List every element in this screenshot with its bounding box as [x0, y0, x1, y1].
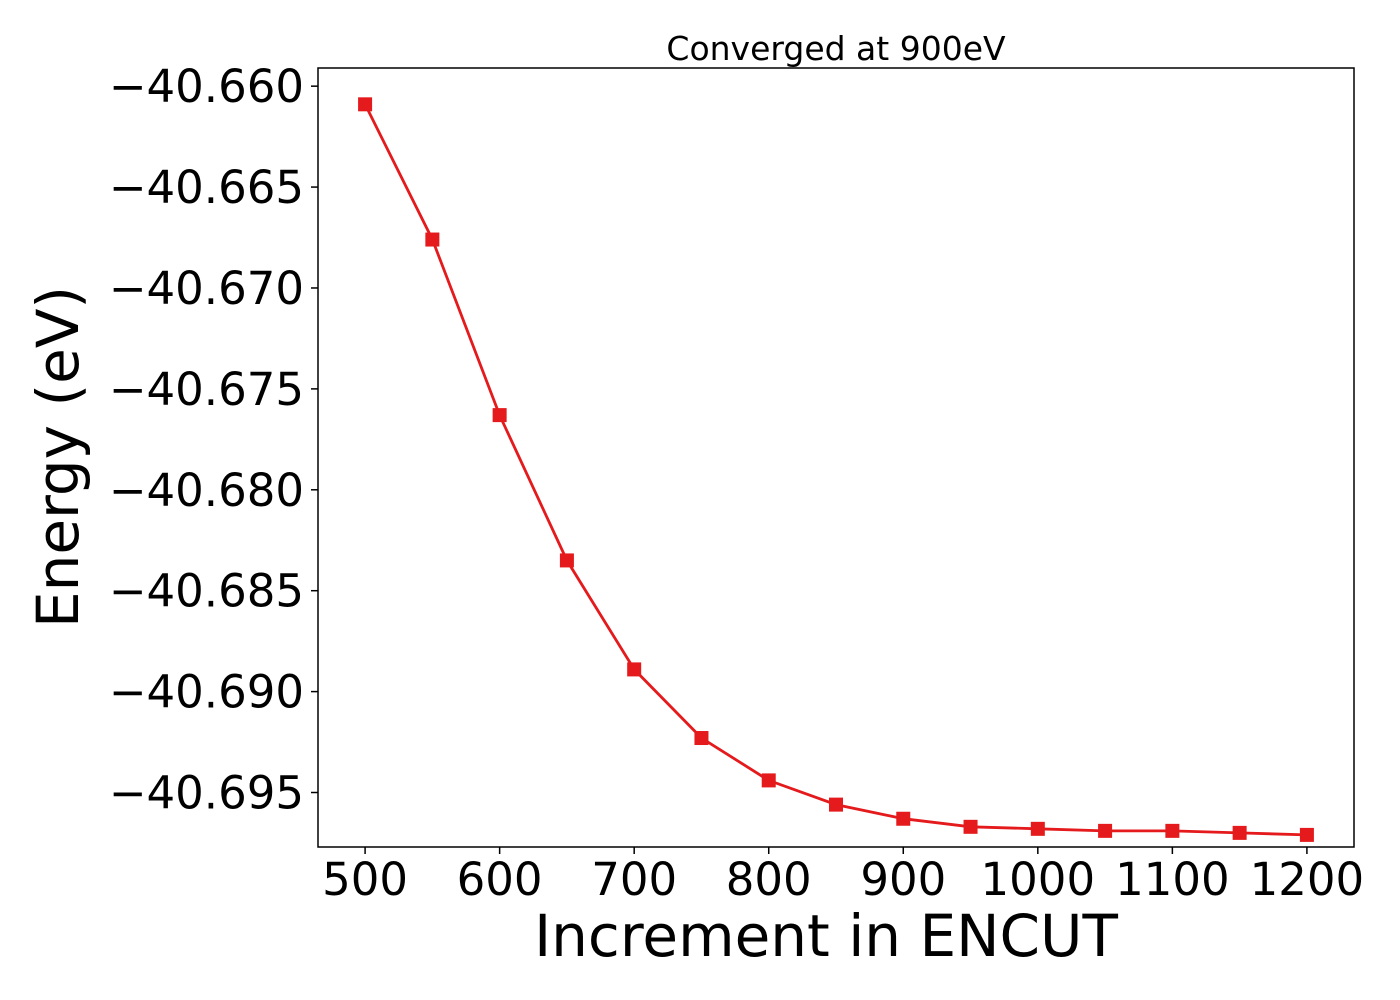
y-tick-label: −40.680 — [109, 464, 304, 517]
x-tick-label: 600 — [457, 853, 543, 906]
x-tick-label: 1000 — [981, 853, 1096, 906]
data-point-marker — [963, 819, 978, 834]
data-point-marker — [1098, 823, 1113, 838]
y-tick-label: −40.670 — [109, 262, 304, 315]
data-point-marker — [1030, 821, 1045, 836]
x-axis-label: Increment in ENCUT — [534, 902, 1118, 970]
data-point-marker — [1165, 823, 1180, 838]
x-tick-label: 700 — [591, 853, 677, 906]
x-tick-label: 1200 — [1250, 853, 1365, 906]
data-point-marker — [1299, 827, 1314, 842]
data-point-marker — [492, 408, 507, 423]
data-point-marker — [694, 731, 709, 746]
y-tick-label: −40.675 — [109, 363, 304, 416]
x-tick-label: 900 — [860, 853, 946, 906]
data-point-marker — [358, 97, 373, 112]
y-axis-label: Energy (eV) — [24, 286, 92, 628]
x-tick-label: 500 — [322, 853, 408, 906]
data-point-marker — [627, 662, 642, 677]
data-point-marker — [1232, 825, 1247, 840]
data-point-marker — [896, 811, 911, 826]
y-tick-label: −40.685 — [109, 565, 304, 618]
series-line — [363, 103, 1307, 837]
x-tick-label: 800 — [726, 853, 812, 906]
axis-ticks: 500 600 700 800 900 1000 1100 1200 −40.660 −40.66… — [109, 60, 1364, 906]
chart-title: Converged at 900eV — [666, 29, 1006, 68]
y-tick-label: −40.695 — [109, 767, 304, 820]
x-tick-label: 1100 — [1115, 853, 1230, 906]
series-layer — [358, 97, 1314, 842]
y-tick-label: −40.690 — [109, 666, 304, 719]
data-point-marker — [425, 232, 440, 247]
y-tick-label: −40.665 — [109, 161, 304, 214]
data-point-marker — [559, 553, 574, 568]
plot-frame — [317, 67, 1355, 848]
data-point-marker — [761, 773, 776, 788]
y-tick-label: −40.660 — [109, 60, 304, 113]
data-point-marker — [829, 797, 843, 812]
